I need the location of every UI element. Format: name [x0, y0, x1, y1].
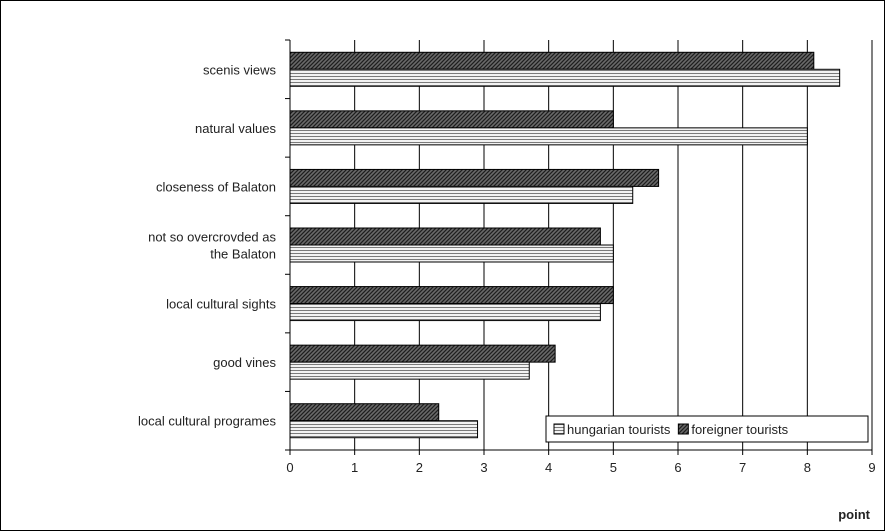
category-label-3: the Balaton [210, 247, 276, 262]
bar-foreigner-tourists-3 [289, 227, 601, 246]
bar-hungarian-tourists-2 [289, 185, 634, 204]
bar-hungarian-tourists-3 [289, 244, 614, 263]
x-tick-label-3: 3 [480, 460, 487, 475]
bar-foreigner-tourists-6 [289, 403, 440, 422]
bar-foreigner-tourists-5 [289, 344, 556, 363]
x-tick-label-0: 0 [286, 460, 293, 475]
bar-hungarian-tourists-5 [289, 361, 530, 380]
category-label-5: good vines [213, 355, 276, 370]
legend-swatch-hungarian-tourists [553, 423, 565, 435]
bar-hungarian-tourists-6 [289, 420, 479, 439]
x-tick-label-2: 2 [416, 460, 423, 475]
bar-hungarian-tourists-1 [289, 127, 808, 146]
bar-foreigner-tourists-2 [289, 168, 660, 187]
category-label-0: scenis views [203, 62, 276, 77]
bar-hungarian-tourists-4 [289, 303, 601, 322]
x-tick-label-4: 4 [545, 460, 552, 475]
x-axis-title: point [838, 507, 870, 522]
bar-foreigner-tourists-4 [289, 286, 614, 305]
category-label-1: natural values [195, 121, 276, 136]
category-label-6: local cultural programes [138, 414, 277, 429]
category-label-2: closeness of Balaton [156, 179, 276, 194]
x-tick-label-8: 8 [804, 460, 811, 475]
bar-foreigner-tourists-1 [289, 110, 614, 129]
category-label-4: local cultural sights [166, 297, 276, 312]
legend-swatch-foreigner-tourists [677, 423, 689, 435]
x-tick-label-5: 5 [610, 460, 617, 475]
bar-foreigner-tourists-0 [289, 51, 815, 70]
x-tick-label-9: 9 [868, 460, 875, 475]
legend-label-foreigner-tourists: foreigner tourists [691, 422, 788, 437]
x-tick-label-6: 6 [674, 460, 681, 475]
legend-label-hungarian-tourists: hungarian tourists [567, 422, 671, 437]
legend-box [545, 415, 869, 443]
x-tick-label-7: 7 [739, 460, 746, 475]
x-tick-label-1: 1 [351, 460, 358, 475]
bar-hungarian-tourists-0 [289, 68, 841, 87]
category-label-3: not so overcrovded as [148, 230, 276, 245]
